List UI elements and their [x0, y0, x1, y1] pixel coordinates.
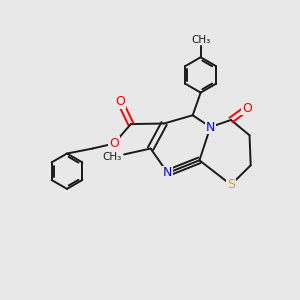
Text: S: S [227, 178, 235, 191]
Text: N: N [163, 167, 172, 179]
Text: CH₃: CH₃ [191, 34, 210, 45]
Text: CH₃: CH₃ [103, 152, 122, 162]
Text: O: O [242, 102, 252, 115]
Text: N: N [206, 121, 215, 134]
Text: O: O [109, 137, 119, 150]
Text: O: O [115, 95, 125, 108]
